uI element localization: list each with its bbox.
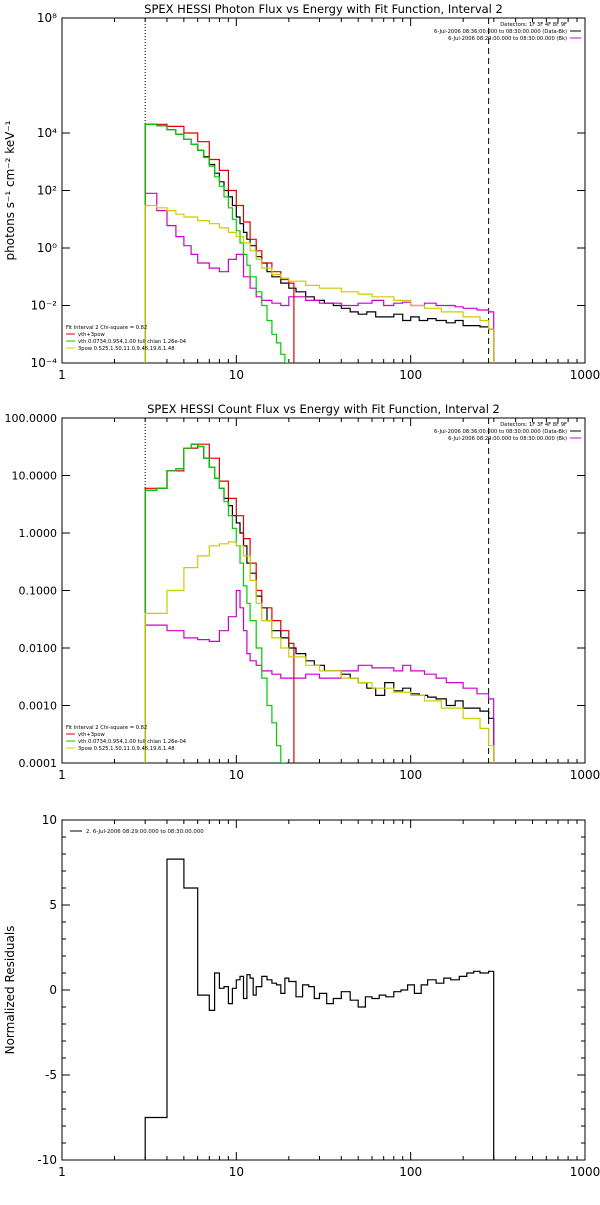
legend-text: 2. 6-Jul-2006 08:29:00.000 to 08:30:00.0…: [86, 829, 204, 835]
y-tick-label: -5: [45, 1068, 57, 1082]
series-line: [145, 591, 494, 764]
y-tick-label: 0.0001: [19, 757, 58, 770]
series-group: [145, 444, 494, 763]
x-tick-label: 1: [58, 768, 66, 782]
x-tick-label: 1: [58, 368, 66, 382]
x-tick-label: 100: [399, 768, 422, 782]
legend-header-text: Detectors: 1F 3F 4F 8F 9F: [500, 22, 567, 28]
x-tick-label: 10: [229, 768, 244, 782]
y-tick-label: 5: [49, 898, 57, 912]
x-tick-label: 1000: [570, 368, 600, 382]
series-line: [145, 542, 494, 763]
fit-label: vth+3pow: [78, 732, 106, 738]
y-tick-label: 100.0000: [5, 412, 58, 425]
x-tick-label: 1000: [570, 1165, 600, 1179]
y-tick-label: 0.0010: [19, 700, 58, 713]
y-tick-label: 10: [42, 813, 57, 827]
legend-header-text: 6-Jul-2006 08:29:00.000 to 08:30:00.000 …: [448, 436, 567, 442]
y-tick-label: 10.0000: [12, 470, 58, 483]
series-group: [145, 124, 494, 369]
y-tick-label: 0.0100: [19, 642, 58, 655]
fit-label: 3pow 0.525,1.50,11.0,9.46,19.6,1.48: [78, 346, 175, 352]
plot-frame: [62, 820, 585, 1160]
y-tick-label: 10⁻⁴: [31, 356, 58, 370]
y-tick-label: 1.0000: [19, 527, 58, 540]
fit-label: Fit Interval 2 Chi-square = 0.82: [66, 325, 147, 331]
series-line: [145, 206, 494, 364]
series-line: [145, 444, 286, 763]
fit-label: vth+3pow: [78, 332, 106, 338]
series-group: [145, 859, 494, 1160]
x-tick-label: 100: [399, 1165, 422, 1179]
chart-title: SPEX HESSI Count Flux vs Energy with Fit…: [147, 402, 500, 416]
y-tick-label: -10: [37, 1153, 57, 1167]
series-line: [145, 124, 494, 363]
legend-header-text: 6-Jul-2006 08:36:00.000 to 08:30:00.000 …: [434, 429, 567, 435]
series-line: [145, 859, 494, 1160]
chart-2: SPEX HESSI Count Flux vs Energy with Fit…: [5, 402, 600, 782]
y-tick-label: 10⁻²: [31, 299, 58, 313]
fit-label: 3pow 0.525,1.50,11.0,9.46,19.6,1.48: [78, 746, 175, 752]
chart-3: 1 10 100 1000 -10 -5 0 5 10 Normalized Residuals 2…: [3, 813, 600, 1179]
x-tick-label: 100: [399, 368, 422, 382]
x-tick-label: 1: [58, 1165, 66, 1179]
chart-title: SPEX HESSI Photon Flux vs Energy with Fi…: [144, 2, 503, 16]
plot-frame: [62, 18, 585, 363]
series-line: [145, 444, 494, 763]
y-tick-label: 10²: [37, 184, 57, 198]
y-tick-label: 10⁴: [37, 126, 57, 140]
legend-header-text: 6-Jul-2006 08:36:00.000 to 08:30:00.000 …: [434, 29, 567, 35]
plot-frame: [62, 418, 585, 763]
chart-1: SPEX HESSI Photon Flux vs Energy with Fi…: [3, 2, 600, 382]
fit-label: Fit Interval 2 Chi-square = 0.82: [66, 725, 147, 731]
x-tick-label: 10: [229, 368, 244, 382]
y-tick-label: 10⁸: [37, 11, 57, 25]
y-axis-label: Normalized Residuals: [3, 926, 17, 1055]
y-tick-label: 10⁰: [37, 241, 57, 255]
x-tick-label: 10: [229, 1165, 244, 1179]
y-tick-label: 0: [49, 983, 57, 997]
x-tick-label: 1000: [570, 768, 600, 782]
legend-header-text: Detectors: 1F 3F 4F 8F 9F: [500, 422, 567, 428]
y-axis-label: photons s⁻¹ cm⁻² keV⁻¹: [3, 120, 17, 260]
legend-header-text: 6-Jul-2006 08:29:00.000 to 08:30:00.000 …: [448, 36, 567, 42]
y-tick-label: 0.1000: [19, 585, 58, 598]
fit-label: vth 0.0734,0.954,1.00 full chian 1.26e-0…: [78, 739, 187, 745]
fit-label: vth 0.0734,0.954,1.00 full chian 1.26e-0…: [78, 339, 187, 345]
